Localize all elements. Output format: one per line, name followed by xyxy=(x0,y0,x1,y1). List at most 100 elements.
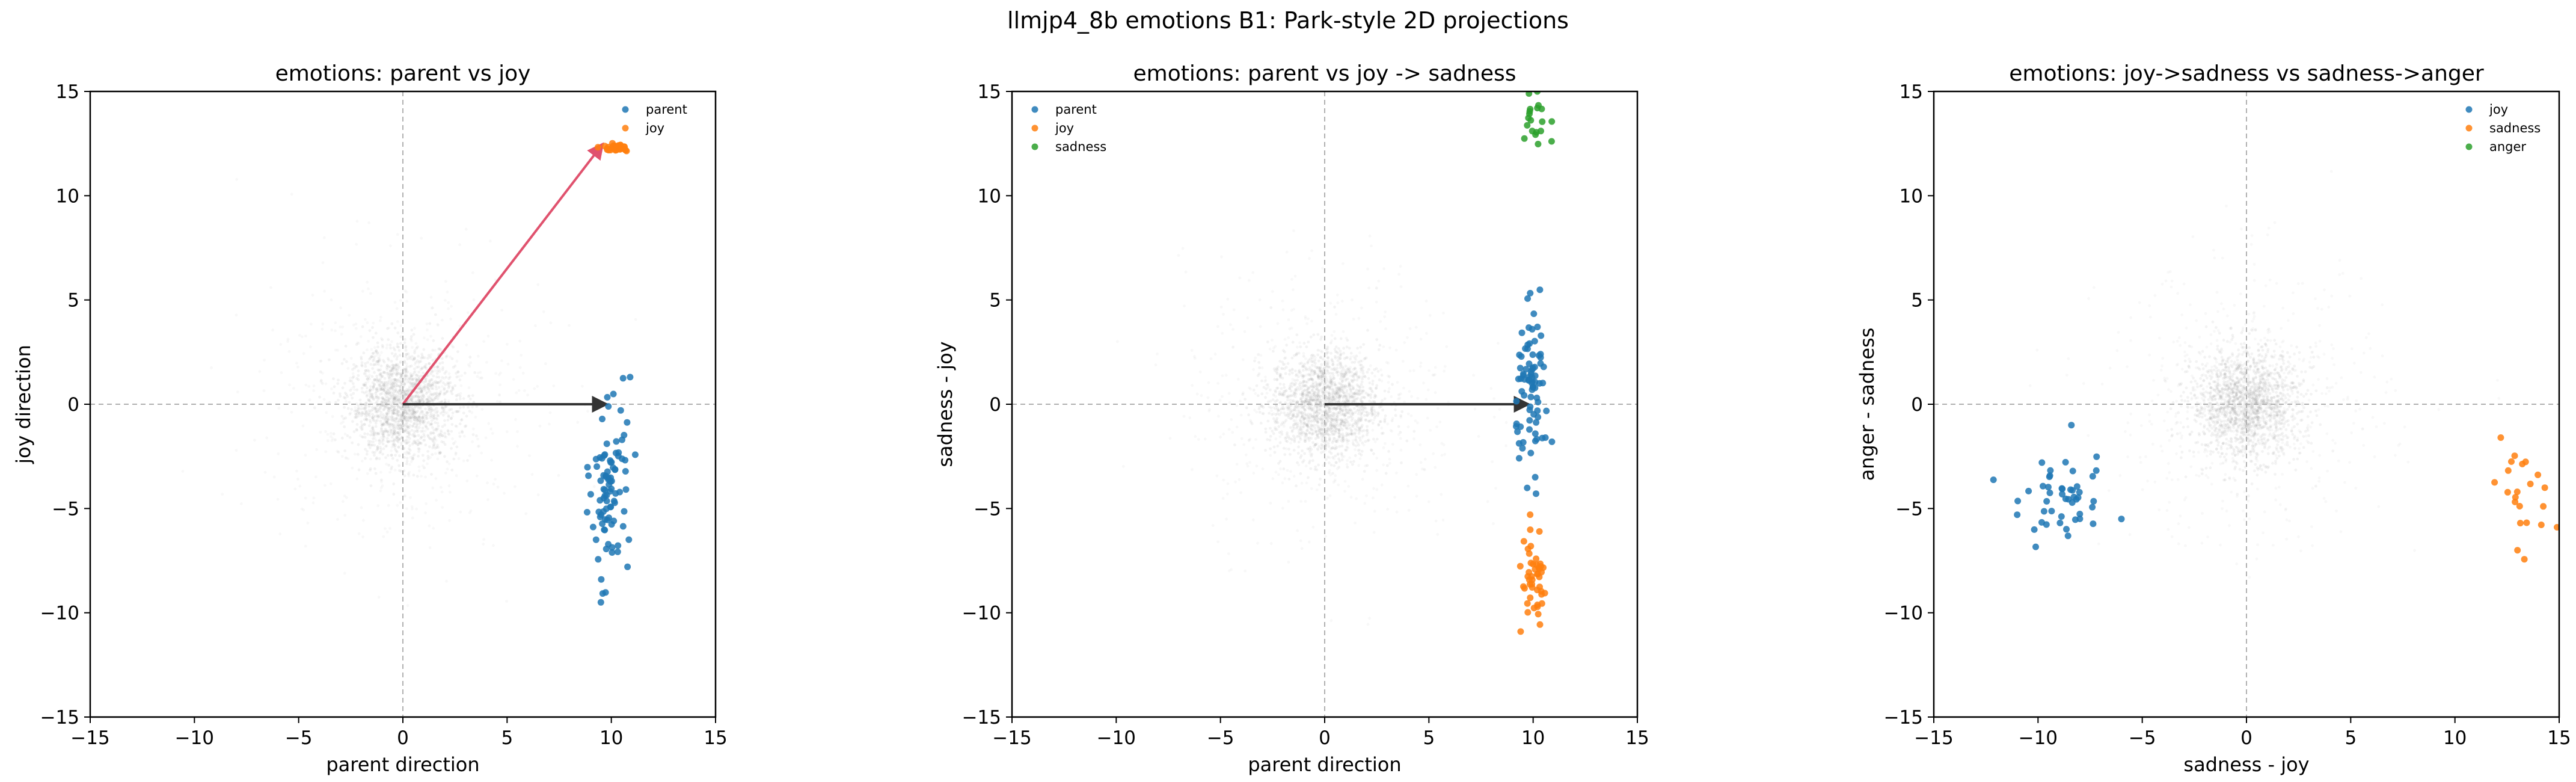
cloud-point xyxy=(1247,413,1251,416)
cloud-point xyxy=(422,393,425,397)
cloud-point xyxy=(417,398,420,402)
cloud-point xyxy=(381,400,384,404)
cloud-point xyxy=(396,395,400,398)
cloud-point xyxy=(391,412,394,416)
cloud-point xyxy=(1296,414,1300,417)
cloud-point xyxy=(429,295,433,299)
cloud-point xyxy=(381,383,385,386)
cloud-point xyxy=(410,384,414,388)
cloud-point xyxy=(405,362,408,366)
cloud-point xyxy=(407,407,411,410)
cloud-point xyxy=(1307,439,1311,442)
cloud-point xyxy=(418,416,422,419)
cloud-point xyxy=(346,407,350,410)
cloud-point xyxy=(382,447,385,451)
cloud-point xyxy=(382,434,385,437)
cloud-point xyxy=(1301,396,1305,399)
point-joy xyxy=(616,146,624,153)
cloud-point xyxy=(381,397,385,401)
cloud-point xyxy=(434,452,437,455)
cloud-point xyxy=(376,380,379,383)
cloud-point xyxy=(1256,374,1260,377)
cloud-point xyxy=(1334,387,1338,390)
cloud-point xyxy=(375,395,378,399)
cloud-point xyxy=(405,462,408,466)
cloud-point xyxy=(375,449,378,452)
cloud-point xyxy=(1319,356,1322,360)
cloud-point xyxy=(429,432,432,436)
cloud-point xyxy=(446,460,449,463)
cloud-point xyxy=(1332,419,1336,422)
cloud-point xyxy=(422,420,425,423)
cloud-point xyxy=(385,419,389,422)
cloud-point xyxy=(377,359,381,362)
cloud-point xyxy=(394,363,397,366)
cloud-point xyxy=(379,486,383,490)
cloud-point xyxy=(530,473,534,476)
cloud-point xyxy=(1336,395,1339,399)
cloud-point xyxy=(396,391,400,394)
cloud-point xyxy=(396,431,399,434)
cloud-point xyxy=(2236,359,2239,362)
cloud-point xyxy=(418,426,421,429)
cloud-point xyxy=(403,375,406,378)
cloud-point xyxy=(439,451,443,454)
cloud-point xyxy=(388,386,392,390)
cloud-point xyxy=(412,357,416,361)
cloud-point xyxy=(397,445,400,449)
cloud-point xyxy=(443,405,447,408)
cloud-point xyxy=(405,365,408,369)
cloud-point xyxy=(434,446,437,450)
cloud-point xyxy=(405,451,409,454)
cloud-point xyxy=(447,386,450,389)
cloud-point xyxy=(557,474,560,477)
cloud-point xyxy=(429,384,432,387)
cloud-point xyxy=(396,413,400,416)
cloud-point xyxy=(544,362,547,366)
cloud-point xyxy=(426,434,429,437)
cloud-point xyxy=(2210,440,2213,444)
cloud-point xyxy=(390,419,394,422)
cloud-point xyxy=(385,389,389,392)
cloud-point xyxy=(415,415,419,419)
cloud-point xyxy=(366,412,370,416)
cloud-point xyxy=(376,446,379,449)
cloud-point xyxy=(396,425,399,428)
cloud-point xyxy=(361,411,364,414)
cloud-point xyxy=(1352,374,1355,377)
cloud-point xyxy=(405,390,409,393)
cloud-point xyxy=(1326,408,1329,412)
cloud-point xyxy=(462,405,465,409)
cloud-point xyxy=(399,360,402,363)
cloud-point xyxy=(438,368,442,371)
cloud-point xyxy=(379,470,382,474)
cloud-point xyxy=(415,507,419,511)
cloud-point xyxy=(1339,364,1343,367)
cloud-point xyxy=(416,416,419,420)
cloud-point xyxy=(363,384,366,387)
point-parent xyxy=(606,514,612,522)
cloud-point xyxy=(405,353,408,356)
cloud-point xyxy=(380,428,383,431)
cloud-point xyxy=(455,474,458,478)
cloud-point xyxy=(403,439,407,443)
cloud-point xyxy=(1325,385,1329,389)
cloud-point xyxy=(412,418,416,422)
cloud-point xyxy=(366,414,369,417)
cloud-point xyxy=(375,354,378,357)
cloud-point xyxy=(411,409,415,413)
point-parent xyxy=(627,374,634,381)
cloud-point xyxy=(398,389,402,393)
cloud-point xyxy=(467,395,470,398)
cloud-point xyxy=(396,233,399,236)
cloud-point xyxy=(400,419,403,422)
cloud-point xyxy=(521,372,525,375)
cloud-point xyxy=(411,433,414,437)
cloud-point xyxy=(429,384,432,388)
cloud-point xyxy=(366,449,369,453)
cloud-point xyxy=(369,292,372,295)
cloud-point xyxy=(395,400,399,404)
cloud-point xyxy=(432,416,436,420)
cloud-point xyxy=(385,414,388,417)
